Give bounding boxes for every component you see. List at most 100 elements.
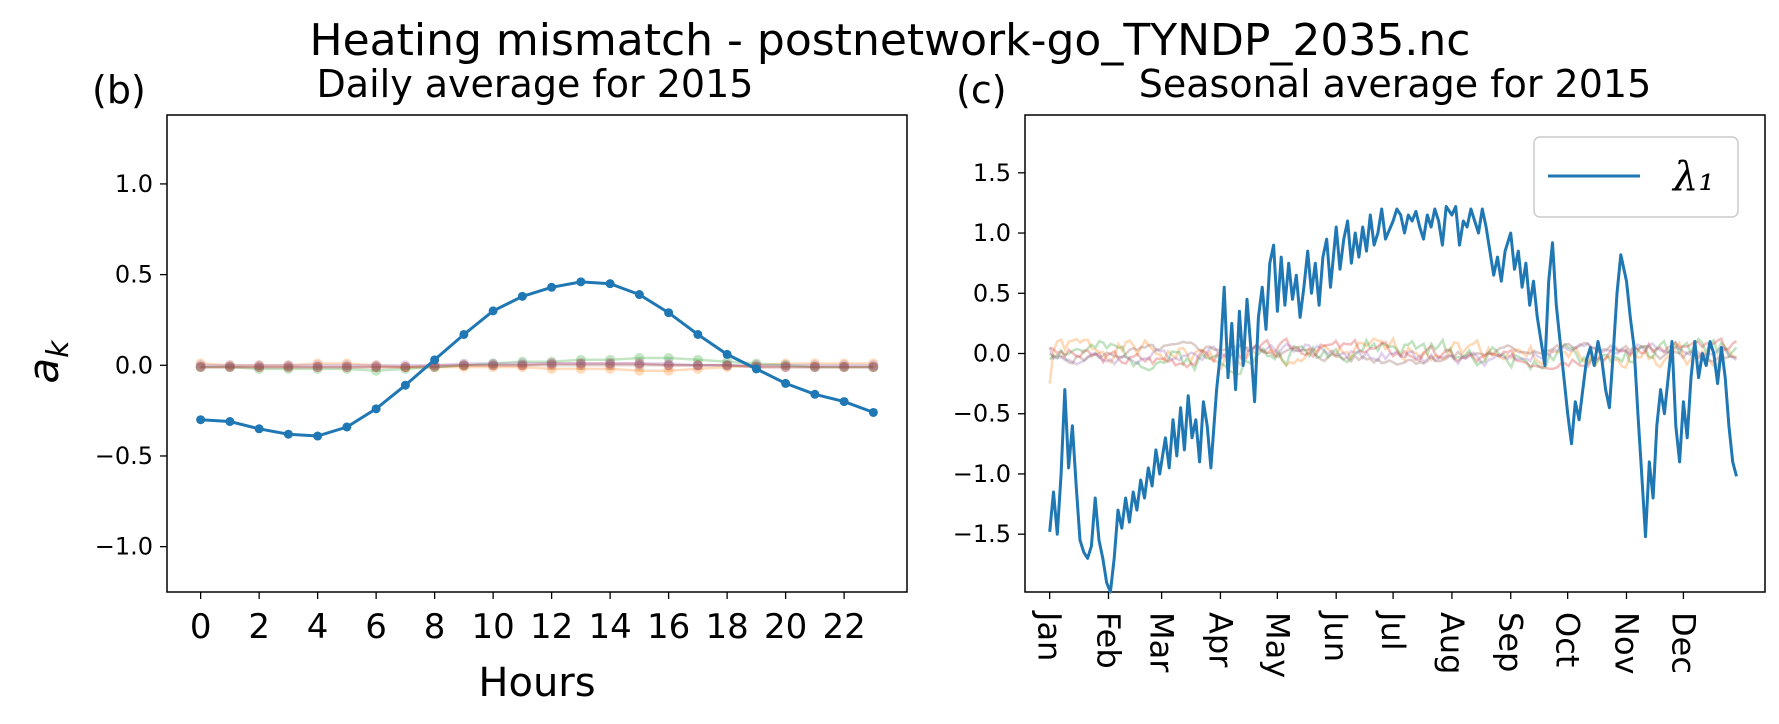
- panel-b-point-6: [634, 360, 645, 371]
- panel-b-point-5: [868, 360, 879, 371]
- panel-b-x-tick-label: 14: [588, 607, 631, 647]
- panel-b-point-4: [634, 358, 645, 369]
- panel-b-point-6: [780, 362, 791, 373]
- panel-b-point-6: [341, 362, 352, 373]
- panel-b-point-6: [488, 360, 499, 371]
- panel-b-point-2: [283, 360, 294, 371]
- panel-b-point-2: [692, 363, 703, 374]
- panel-c-y-tick-label: 1.5: [973, 159, 1011, 187]
- panel-b-point-6: [195, 362, 206, 373]
- panel-b-x-tick-label: 8: [424, 607, 446, 647]
- panel-c-x-tick-label: Sep: [1492, 612, 1530, 672]
- panel-b-point-3: [575, 354, 586, 365]
- panel-b-point-6: [839, 362, 850, 373]
- panel-b-x-tick-label: 0: [190, 607, 212, 647]
- panel-b-point-6: [663, 360, 674, 371]
- panel-b-series-line-6: [200, 364, 874, 369]
- panel-b-y-axis-label: ak: [19, 339, 76, 384]
- panel-b-point-3: [517, 356, 528, 367]
- panel-b-point-4: [692, 360, 703, 371]
- panel-b-point-4: [780, 362, 791, 373]
- seasonal-average-panel: (c) Seasonal average for 2015 −1.5 −1.0 −0…: [953, 62, 1766, 678]
- panel-b-point-4: [371, 362, 382, 373]
- panel-b-point-5: [517, 358, 528, 369]
- panel-b-point-5: [254, 360, 265, 371]
- panel-c-x-tick-label: Jul: [1374, 610, 1412, 651]
- panel-b-point-3: [546, 356, 557, 367]
- panel-b-point-4: [254, 362, 265, 373]
- panel-b-point-6: [722, 360, 733, 371]
- panel-b-point-4: [341, 362, 352, 373]
- panel-b-x-tick-label: 2: [248, 607, 270, 647]
- panel-c-x-axis: Jan Feb Mar Apr May Jun Jul Aug Sep Oct Nov Dec: [1031, 592, 1702, 678]
- panel-c-x-tick-label: Mar: [1143, 612, 1181, 673]
- panel-b-point-3: [429, 362, 440, 373]
- panel-b-point-4: [575, 358, 586, 369]
- panel-b-point-5: [605, 358, 616, 369]
- panel-b-point-5: [488, 358, 499, 369]
- panel-b-point-3: [224, 362, 235, 373]
- panel-b-point-2: [195, 358, 206, 369]
- panel-b-point-2: [663, 365, 674, 376]
- panel-b-point-2: [605, 363, 616, 374]
- panel-b-point-5: [546, 358, 557, 369]
- panel-b-point-2: [488, 362, 499, 373]
- panel-b-point-2: [312, 358, 323, 369]
- panel-b-point-4: [195, 362, 206, 373]
- panel-b-point-4: [868, 362, 879, 373]
- panel-b-point-6: [224, 362, 235, 373]
- panel-b-point-3: [692, 354, 703, 365]
- panel-c-series-line-3: [1048, 336, 1738, 376]
- panel-b-series-line-1: [200, 280, 874, 438]
- panel-c-title: Seasonal average for 2015: [1139, 62, 1652, 106]
- panel-b-y-axis: −1.0 −0.5 0.0 0.5 1.0: [95, 170, 167, 561]
- panel-c-x-tick-label: Aug: [1433, 612, 1471, 674]
- panel-b-point-4: [517, 360, 528, 371]
- panel-b-point-2: [634, 365, 645, 376]
- panel-b-point-4: [663, 360, 674, 371]
- panel-b-point-1: [342, 422, 352, 432]
- panel-b-point-2: [458, 362, 469, 373]
- panel-b-point-1: [839, 397, 849, 407]
- panel-b-point-2: [224, 360, 235, 371]
- panel-b-point-6: [868, 362, 879, 373]
- panel-b-point-5: [780, 360, 791, 371]
- panel-b-x-tick-label: 12: [530, 607, 573, 647]
- panel-c-series-line-2: [1048, 335, 1737, 384]
- panel-b-point-2: [254, 360, 265, 371]
- panel-b-point-3: [663, 353, 674, 364]
- panel-b-y-tick-label: 0.0: [115, 351, 153, 379]
- panel-b-point-1: [313, 431, 323, 441]
- figure-title: Heating mismatch - postnetwork-go_TYNDP_…: [310, 15, 1471, 66]
- panel-b-x-tick-label: 18: [705, 607, 748, 647]
- panel-b-point-4: [839, 362, 850, 373]
- panel-b-point-3: [283, 363, 294, 374]
- panel-b-point-1: [751, 364, 761, 374]
- panel-b-point-1: [371, 404, 381, 414]
- panel-b-point-3: [868, 362, 879, 373]
- panel-b-series-line-5: [200, 362, 874, 367]
- panel-b-point-6: [546, 360, 557, 371]
- panel-b-point-4: [809, 362, 820, 373]
- panel-b-x-tick-label: 6: [365, 607, 387, 647]
- panel-c-series-line-5: [1048, 341, 1738, 368]
- panel-b-point-6: [692, 360, 703, 371]
- panel-c-series: [1048, 205, 1738, 594]
- panel-b-point-2: [341, 358, 352, 369]
- panel-b-point-4: [605, 358, 616, 369]
- panel-b-point-1: [283, 429, 293, 439]
- panel-c-x-tick-label: Jan: [1031, 610, 1069, 661]
- panel-b-point-3: [371, 365, 382, 376]
- panel-b-point-6: [371, 362, 382, 373]
- panel-b-point-6: [400, 362, 411, 373]
- panel-b-label: (b): [92, 68, 146, 112]
- panel-b-point-5: [692, 360, 703, 371]
- panel-b-point-5: [809, 360, 820, 371]
- panel-b-point-4: [546, 358, 557, 369]
- panel-b-x-tick-label: 16: [647, 607, 690, 647]
- panel-b-point-1: [722, 349, 732, 359]
- panel-b-point-6: [458, 360, 469, 371]
- panel-b-series: [195, 277, 879, 441]
